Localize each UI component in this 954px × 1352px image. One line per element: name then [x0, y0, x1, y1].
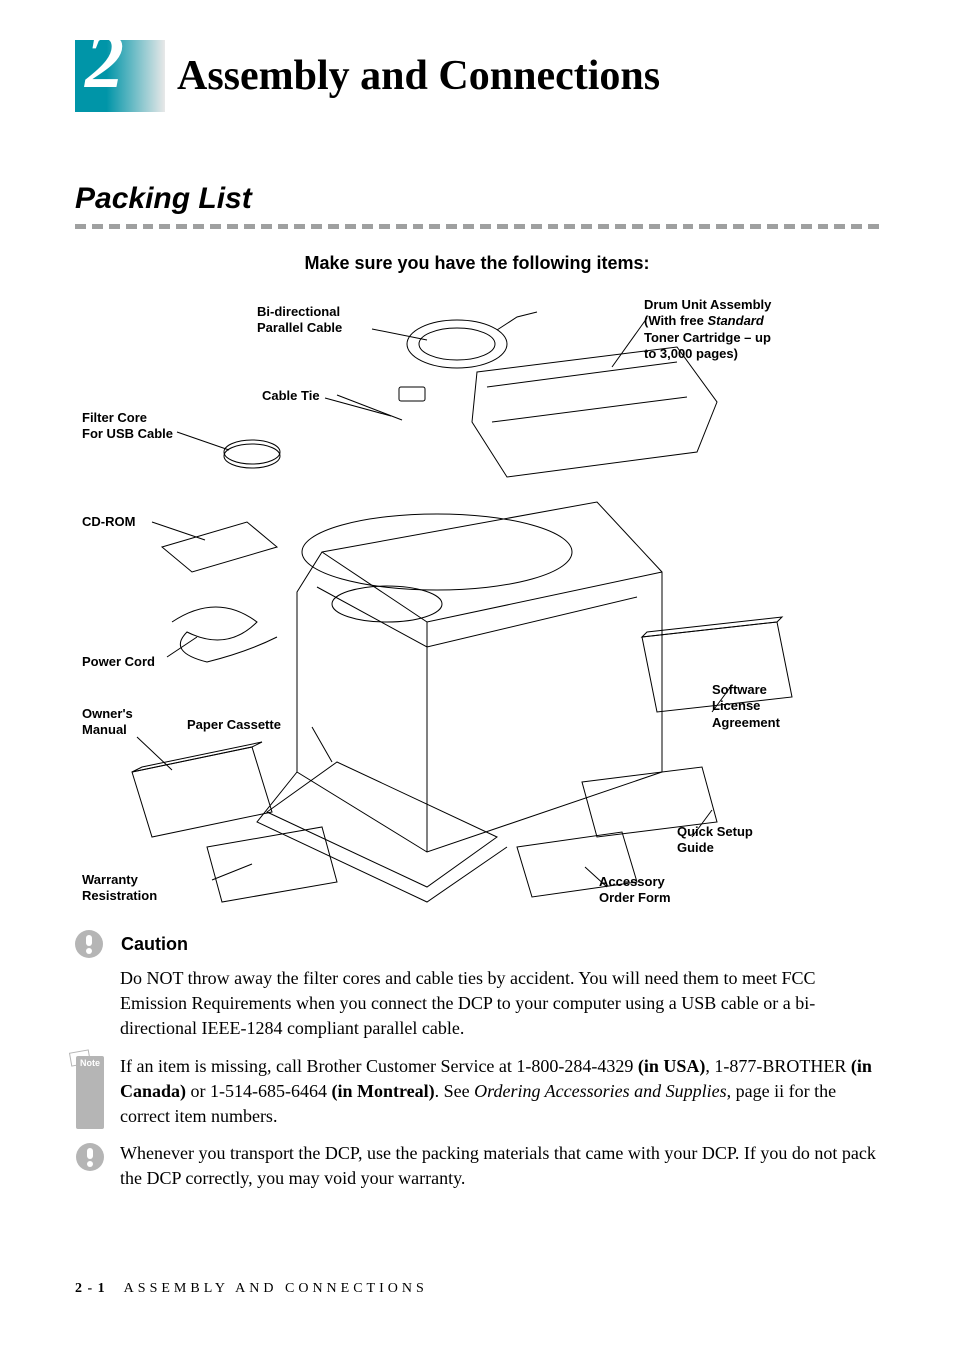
callout-cable-tie: Cable Tie — [262, 388, 320, 404]
note-tag: Note — [76, 1056, 104, 1130]
caution-body-spacer — [75, 966, 105, 1042]
callout-owners-manual: Owner'sManual — [82, 706, 133, 739]
caution-header: Caution — [75, 930, 879, 958]
callout-quick-setup: Quick SetupGuide — [677, 824, 753, 857]
warn2-text: Whenever you transport the DCP, use the … — [120, 1141, 879, 1191]
note-m2: or 1-514-685-6464 — [186, 1081, 331, 1101]
callout-cd-rom: CD-ROM — [82, 514, 135, 530]
caution-icon — [75, 930, 103, 958]
note-b1: (in USA) — [638, 1056, 706, 1076]
caution-label: Caution — [121, 934, 188, 955]
callout-accessory-order: AccessoryOrder Form — [599, 874, 671, 907]
callout-warranty: WarrantyResistration — [82, 872, 157, 905]
callout-filter-core: Filter CoreFor USB Cable — [82, 410, 173, 443]
warn2-row: Whenever you transport the DCP, use the … — [75, 1141, 879, 1191]
chapter-header: 2 Assembly and Connections — [75, 40, 879, 112]
callout-paper-cassette: Paper Cassette — [187, 717, 281, 733]
footer-running: ASSEMBLY AND CONNECTIONS — [124, 1281, 428, 1296]
chapter-number: 2 — [85, 22, 124, 100]
chapter-badge: 2 — [75, 40, 165, 112]
note-row: Note If an item is missing, call Brother… — [75, 1054, 879, 1130]
note-p2: . See — [435, 1081, 475, 1101]
packing-diagram: Bi-directionalParallel Cable Cable Tie F… — [77, 292, 877, 912]
chapter-title: Assembly and Connections — [177, 52, 660, 100]
callout-parallel-cable: Bi-directionalParallel Cable — [257, 304, 342, 337]
note-p1: If an item is missing, call Brother Cust… — [120, 1056, 638, 1076]
warn2-icon — [75, 1141, 105, 1191]
section-subheading: Make sure you have the following items: — [75, 253, 879, 274]
callout-drum-l3: Toner Cartridge – up — [644, 330, 771, 345]
caution-body-row: Do NOT throw away the filter cores and c… — [75, 966, 879, 1042]
callout-drum-l2: (With free Standard — [644, 313, 764, 328]
callout-drum-l4: to 3,000 pages) — [644, 346, 738, 361]
callout-drum-unit: Drum Unit Assembly (With free Standard T… — [644, 297, 814, 362]
footer-page: 2 - 1 — [75, 1281, 106, 1296]
note-text: If an item is missing, call Brother Cust… — [120, 1054, 879, 1130]
caution-text: Do NOT throw away the filter cores and c… — [120, 966, 879, 1042]
note-icon: Note — [75, 1054, 105, 1130]
note-italic: Ordering Accessories and Supplies — [474, 1081, 726, 1101]
callout-power-cord: Power Cord — [82, 654, 155, 670]
page-footer: 2 - 1 ASSEMBLY AND CONNECTIONS — [75, 1281, 428, 1297]
callout-drum-l1: Drum Unit Assembly — [644, 297, 771, 312]
note-b3: (in Montreal) — [332, 1081, 435, 1101]
section-heading: Packing List — [75, 182, 879, 216]
callout-software-license: SoftwareLicenseAgreement — [712, 682, 780, 731]
note-m1: , 1-877-BROTHER — [705, 1056, 851, 1076]
packing-diagram-svg — [77, 292, 877, 912]
section-rule — [75, 224, 879, 229]
